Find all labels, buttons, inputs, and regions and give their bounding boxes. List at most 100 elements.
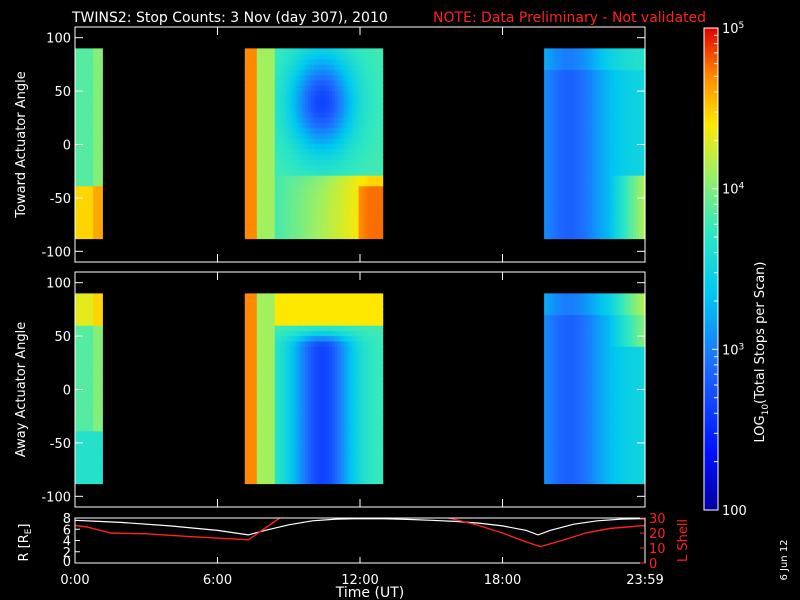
- heatmap-cell: [627, 69, 631, 76]
- heatmap-cell: [343, 212, 348, 218]
- heatmap-cell: [639, 80, 643, 86]
- heatmap-cell: [576, 85, 581, 92]
- heatmap-cell: [585, 117, 590, 123]
- heatmap-cell: [325, 85, 330, 92]
- heatmap-cell: [310, 138, 315, 145]
- heatmap-cell: [361, 164, 366, 171]
- heatmap-cell: [642, 143, 646, 150]
- heatmap-cell: [301, 351, 306, 358]
- heatmap-cell: [307, 414, 312, 421]
- heatmap-cell: [367, 80, 372, 86]
- heatmap-cell: [81, 196, 85, 203]
- heatmap-cell: [561, 117, 566, 123]
- heatmap-cell: [328, 106, 333, 113]
- heatmap-cell: [325, 74, 330, 81]
- heatmap-cell: [96, 399, 100, 405]
- heatmap-cell: [84, 111, 88, 118]
- heatmap-cell: [547, 122, 551, 129]
- heatmap-cell: [573, 85, 578, 92]
- heatmap-cell: [259, 217, 264, 224]
- heatmap-cell: [322, 80, 327, 86]
- heatmap-cell: [340, 106, 345, 113]
- heatmap-cell: [550, 132, 554, 139]
- heatmap-cell: [313, 222, 318, 229]
- heatmap-cell: [87, 191, 91, 197]
- heatmap-cell: [322, 132, 327, 139]
- heatmap-cell: [352, 122, 357, 129]
- heatmap-cell: [364, 196, 369, 203]
- heatmap-cell: [84, 430, 88, 437]
- heatmap-cell: [90, 117, 94, 123]
- heatmap-cell: [328, 441, 333, 448]
- heatmap-cell: [247, 446, 252, 453]
- heatmap-cell: [283, 227, 288, 234]
- heatmap-cell: [283, 314, 288, 321]
- heatmap-cell: [331, 138, 336, 145]
- y-tick-label: -100: [41, 245, 71, 260]
- heatmap-cell: [280, 159, 285, 166]
- heatmap-cell: [358, 90, 363, 97]
- heatmap-cell: [250, 420, 255, 426]
- heatmap-cell: [379, 122, 384, 129]
- heatmap-cell: [325, 175, 330, 181]
- heatmap-cell: [274, 169, 279, 176]
- heatmap-cell: [609, 212, 613, 218]
- heatmap-cell: [265, 451, 270, 458]
- heatmap-cell: [286, 64, 291, 71]
- heatmap-cell: [550, 143, 554, 150]
- heatmap-cell: [358, 212, 363, 218]
- heatmap-cell: [627, 180, 631, 187]
- heatmap-cell: [361, 138, 366, 145]
- heatmap-cell: [244, 467, 249, 474]
- heatmap-cell: [271, 372, 276, 379]
- heatmap-cell: [277, 111, 282, 118]
- heatmap-cell: [298, 346, 303, 353]
- heatmap-cell: [322, 143, 327, 150]
- heatmap-cell: [340, 330, 345, 337]
- heatmap-cell: [274, 441, 279, 448]
- heatmap-cell: [256, 462, 261, 469]
- heatmap-cell: [265, 148, 270, 155]
- heatmap-cell: [310, 462, 315, 469]
- heatmap-cell: [606, 80, 610, 86]
- heatmap-cell: [624, 185, 628, 192]
- heatmap-cell: [600, 64, 605, 71]
- heatmap-cell: [547, 180, 551, 187]
- heatmap-cell: [301, 117, 306, 123]
- heatmap-cell: [256, 298, 261, 305]
- heatmap-cell: [621, 185, 625, 192]
- heatmap-cell: [337, 325, 342, 331]
- heatmap-cell: [75, 53, 79, 60]
- heatmap-cell: [84, 58, 88, 65]
- heatmap-cell: [564, 138, 569, 145]
- heatmap-cell: [331, 95, 336, 102]
- heatmap-cell: [343, 462, 348, 469]
- heatmap-cell: [99, 217, 103, 224]
- heatmap-cell: [78, 436, 82, 442]
- heatmap-cell: [99, 293, 103, 300]
- heatmap-cell: [340, 404, 345, 411]
- heatmap-cell: [570, 48, 575, 55]
- heatmap-cell: [250, 74, 255, 81]
- heatmap-cell: [265, 69, 270, 76]
- heatmap-cell: [642, 227, 646, 234]
- heatmap-cell: [585, 74, 590, 81]
- heatmap-cell: [358, 64, 363, 71]
- heatmap-cell: [618, 233, 622, 240]
- heatmap-cell: [301, 212, 306, 218]
- heatmap-cell: [340, 74, 345, 81]
- heatmap-cell: [636, 106, 640, 113]
- heatmap-cell: [310, 122, 315, 129]
- heatmap-cell: [244, 74, 249, 81]
- heatmap-cell: [367, 101, 372, 108]
- heatmap-cell: [544, 201, 548, 208]
- heatmap-cell: [259, 330, 264, 337]
- heatmap-cell: [256, 388, 261, 395]
- heatmap-cell: [331, 64, 336, 71]
- heatmap-cell: [93, 85, 97, 92]
- heatmap-cell: [289, 143, 294, 150]
- heatmap-cell: [328, 478, 333, 485]
- heatmap-cell: [352, 367, 357, 374]
- heatmap-cell: [313, 185, 318, 192]
- heatmap-cell: [331, 58, 336, 65]
